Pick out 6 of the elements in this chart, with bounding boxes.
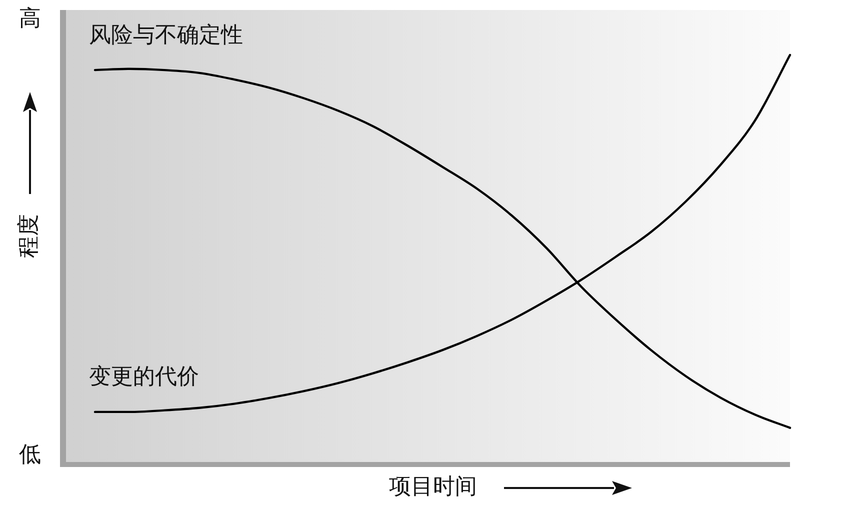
text: 高 [19,6,41,32]
series-label: 变更的代价 [89,364,199,390]
series-label: 风险与不确定性 [89,22,243,48]
text: 低 [19,442,41,468]
y-axis-title: 程度 [16,214,42,258]
x-axis-title: 项目时间 [389,474,477,500]
